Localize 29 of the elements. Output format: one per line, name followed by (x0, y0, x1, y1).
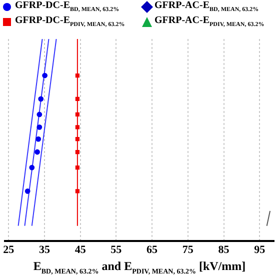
point (75, 73, 80, 78)
point (75, 189, 80, 194)
x-tick-label: 35 (38, 244, 50, 256)
point (36, 136, 42, 142)
x-tick-label: 65 (146, 244, 158, 256)
point (29, 164, 35, 170)
point (42, 72, 48, 78)
x-tick-label: 85 (218, 244, 230, 256)
point (36, 112, 42, 118)
point (38, 96, 44, 102)
point (75, 125, 80, 130)
point (75, 112, 80, 117)
legend-label: GFRP-DC-E$_{BD, MEAN, 63.2%}$ (15, 0, 120, 13)
x-tick-label: 25 (3, 244, 15, 256)
point (34, 149, 40, 155)
point (75, 137, 80, 142)
point (75, 165, 80, 170)
legend-label: GFRP-DC-E$_{PDIV, MEAN, 63.2%}$ (15, 15, 125, 28)
x-axis-title: E$_{BD, MEAN, 63.2%}$ and E$_{PDIV, MEAN, 63.2%}$ [kV/mm] (32, 259, 247, 276)
x-tick-label: 95 (254, 244, 266, 256)
point (36, 124, 42, 130)
legend-label: GFRP-AC-E$_{PDIV, MEAN, 63.2%}$ (154, 15, 264, 28)
point (24, 188, 30, 194)
point (75, 96, 80, 101)
x-tick-label: 45 (74, 244, 86, 256)
legend-label: GFRP-AC-E$_{BD, MEAN, 63.2%}$ (154, 0, 259, 13)
point (75, 150, 80, 154)
x-tick-label: 55 (110, 244, 122, 256)
x-tick-label: 75 (182, 244, 194, 256)
